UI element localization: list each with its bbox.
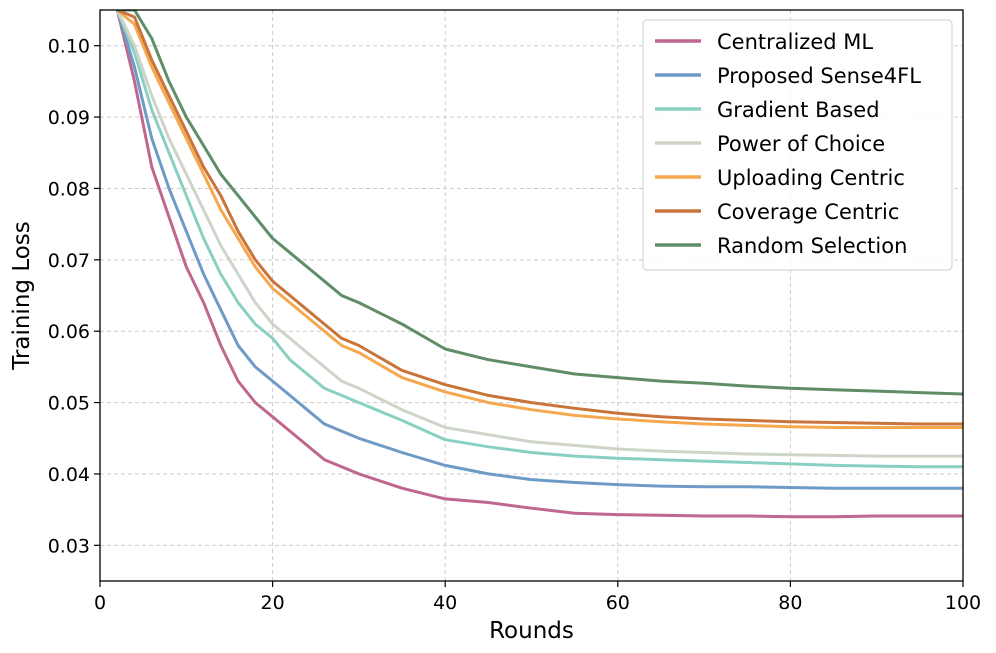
plot-frame	[99, 9, 964, 582]
x-tick-label: 40	[433, 592, 457, 614]
series-line-uploading-centric	[115, 10, 963, 429]
series-line-proposed-sense4fl	[115, 10, 963, 490]
y-tick-label: 0.05	[48, 393, 90, 415]
y-tick-label: 0.07	[48, 250, 90, 272]
y-tick-label: 0.06	[48, 321, 90, 343]
y-tick-label: 0.10	[48, 36, 90, 58]
y-tick-label: 0.03	[48, 535, 90, 557]
legend-box	[642, 19, 953, 271]
y-tick-label: 0.04	[48, 464, 90, 486]
legend-label: Random Selection	[717, 234, 907, 258]
series-line-centralized-ml	[115, 10, 963, 519]
y-tick-label: 0.08	[48, 178, 90, 200]
series-lines	[115, 10, 963, 519]
grid	[100, 10, 963, 581]
x-tick-label: 0	[94, 592, 106, 614]
x-tick-label: 20	[261, 592, 285, 614]
y-tick-label: 0.09	[48, 107, 90, 129]
legend-label: Centralized ML	[717, 30, 873, 54]
legend-label: Proposed Sense4FL	[717, 64, 921, 88]
series-line-power-of-choice	[115, 10, 963, 458]
x-tick-label: 100	[945, 592, 981, 614]
series-line-gradient-based	[115, 10, 963, 469]
x-tick-label: 60	[606, 592, 630, 614]
y-axis-label: Training Loss	[9, 221, 35, 371]
axis-ticks: 0 20 40 60 80 100 0.03 0.04 0.05 0.06 0.07 0.08 0.09…	[48, 36, 981, 614]
series-line-coverage-centric	[115, 10, 963, 426]
x-axis-label: Rounds	[489, 618, 574, 644]
legend: Centralized ML Proposed Sense4FL Gradient …	[642, 19, 953, 271]
legend-label: Power of Choice	[717, 132, 885, 156]
x-tick-label: 80	[778, 592, 802, 614]
legend-label: Coverage Centric	[717, 200, 899, 224]
legend-label: Gradient Based	[717, 98, 880, 122]
legend-label: Uploading Centric	[717, 166, 905, 190]
series-line-random-selection	[115, 10, 963, 396]
